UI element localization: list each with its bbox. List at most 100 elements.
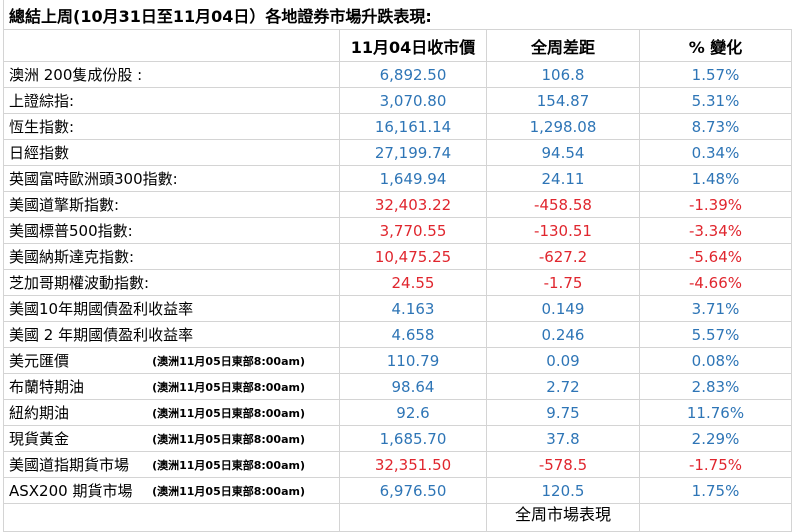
row-label: 美國標普500指數: (9, 222, 133, 240)
row-label-cell: 恆生指數: (3, 114, 340, 140)
value-cell: -5.64% (640, 244, 792, 270)
value-cell: 3,770.55 (340, 218, 487, 244)
value-cell: 1.57% (640, 62, 792, 88)
sheet-title: 總結上周(10月31日至11月04日）各地證券市場升跌表現: (3, 0, 792, 30)
row-label: 日經指數 (9, 144, 70, 162)
value-cell: -1.75% (640, 452, 792, 478)
footer-label: 全周市場表現 (487, 504, 640, 532)
row-label: 現貨黃金 (9, 430, 70, 448)
value-cell: -458.58 (487, 192, 640, 218)
value-cell: 5.31% (640, 88, 792, 114)
row-label-cell: 美國道擎斯指數: (3, 192, 340, 218)
row-label-cell: 日經指數 (3, 140, 340, 166)
value-cell: -578.5 (487, 452, 640, 478)
footer-blank (3, 504, 340, 532)
value-cell: 1,298.08 (487, 114, 640, 140)
value-cell: 1,685.70 (340, 426, 487, 452)
row-label: 恆生指數: (9, 118, 75, 136)
value-cell: 8.73% (640, 114, 792, 140)
row-label: 美國道擎斯指數: (9, 196, 120, 214)
value-cell: 2.29% (640, 426, 792, 452)
row-label-cell: ASX200 期貨市場 (澳洲11月05日東部8:00am) (3, 478, 340, 504)
value-cell: 0.149 (487, 296, 640, 322)
value-cell: 5.57% (640, 322, 792, 348)
value-cell: 0.08% (640, 348, 792, 374)
row-label-cell: 現貨黃金 (澳洲11月05日東部8:00am) (3, 426, 340, 452)
value-cell: 1.48% (640, 166, 792, 192)
row-label: 英國富時歐洲頭300指數: (9, 170, 178, 188)
row-label: 上證綜指: (9, 92, 75, 110)
row-label-cell: 英國富時歐洲頭300指數: (3, 166, 340, 192)
header-cell (3, 30, 340, 62)
value-cell: 120.5 (487, 478, 640, 504)
row-label: 紐約期油 (9, 404, 70, 422)
row-label: 芝加哥期權波動指數: (9, 274, 150, 292)
value-cell: 6,976.50 (340, 478, 487, 504)
value-cell: 1.75% (640, 478, 792, 504)
row-note: (澳洲11月05日東部8:00am) (152, 432, 305, 446)
value-cell: 2.83% (640, 374, 792, 400)
value-cell: -130.51 (487, 218, 640, 244)
value-cell: 10,475.25 (340, 244, 487, 270)
row-label: 美國10年期國債盈利收益率 (9, 300, 194, 318)
row-label-cell: 上證綜指: (3, 88, 340, 114)
row-label-cell: 美國標普500指數: (3, 218, 340, 244)
row-label-cell: 美元匯價 (澳洲11月05日東部8:00am) (3, 348, 340, 374)
value-cell: 98.64 (340, 374, 487, 400)
column-header: 全周差距 (487, 30, 640, 62)
value-cell: 3.71% (640, 296, 792, 322)
row-note: (澳洲11月05日東部8:00am) (152, 484, 305, 498)
value-cell: 3,070.80 (340, 88, 487, 114)
row-label: 美元匯價 (9, 352, 70, 370)
value-cell: 32,403.22 (340, 192, 487, 218)
row-label-cell: 紐約期油 (澳洲11月05日東部8:00am) (3, 400, 340, 426)
value-cell: 106.8 (487, 62, 640, 88)
value-cell: 6,892.50 (340, 62, 487, 88)
value-cell: 11.76% (640, 400, 792, 426)
row-label-cell: 美國 2 年期國債盈利收益率 (3, 322, 340, 348)
value-cell: 92.6 (340, 400, 487, 426)
value-cell: 27,199.74 (340, 140, 487, 166)
value-cell: 154.87 (487, 88, 640, 114)
footer-blank (640, 504, 792, 532)
value-cell: -4.66% (640, 270, 792, 296)
row-note: (澳洲11月05日東部8:00am) (152, 406, 305, 420)
value-cell: 110.79 (340, 348, 487, 374)
value-cell: 37.8 (487, 426, 640, 452)
row-label-cell: 美國10年期國債盈利收益率 (3, 296, 340, 322)
left-border (3, 0, 4, 532)
row-label-cell: 芝加哥期權波動指數: (3, 270, 340, 296)
value-cell: 0.09 (487, 348, 640, 374)
footer-blank (340, 504, 487, 532)
value-cell: -627.2 (487, 244, 640, 270)
row-label: 美國道指期貨市場 (9, 456, 130, 474)
row-label-cell: 澳洲 200隻成份股 : (3, 62, 340, 88)
value-cell: 4.163 (340, 296, 487, 322)
row-label: 布蘭特期油 (9, 378, 85, 396)
value-cell: 4.658 (340, 322, 487, 348)
row-label: 澳洲 200隻成份股 : (9, 66, 143, 84)
value-cell: 1,649.94 (340, 166, 487, 192)
row-label-cell: 美國道指期貨市場 (澳洲11月05日東部8:00am) (3, 452, 340, 478)
row-note: (澳洲11月05日東部8:00am) (152, 458, 305, 472)
value-cell: 16,161.14 (340, 114, 487, 140)
row-label-cell: 布蘭特期油 (澳洲11月05日東部8:00am) (3, 374, 340, 400)
column-header: % 變化 (640, 30, 792, 62)
row-note: (澳洲11月05日東部8:00am) (152, 354, 305, 368)
value-cell: 0.34% (640, 140, 792, 166)
value-cell: -1.39% (640, 192, 792, 218)
row-label: ASX200 期貨市場 (9, 482, 133, 500)
row-label: 美國 2 年期國債盈利收益率 (9, 326, 194, 344)
row-note: (澳洲11月05日東部8:00am) (152, 380, 305, 394)
row-label: 美國納斯達克指數: (9, 248, 135, 266)
value-cell: 0.246 (487, 322, 640, 348)
value-cell: 9.75 (487, 400, 640, 426)
value-cell: -3.34% (640, 218, 792, 244)
row-label-cell: 美國納斯達克指數: (3, 244, 340, 270)
column-header: 11月04日收市價 (340, 30, 487, 62)
value-cell: 32,351.50 (340, 452, 487, 478)
value-cell: 24.11 (487, 166, 640, 192)
value-cell: 94.54 (487, 140, 640, 166)
